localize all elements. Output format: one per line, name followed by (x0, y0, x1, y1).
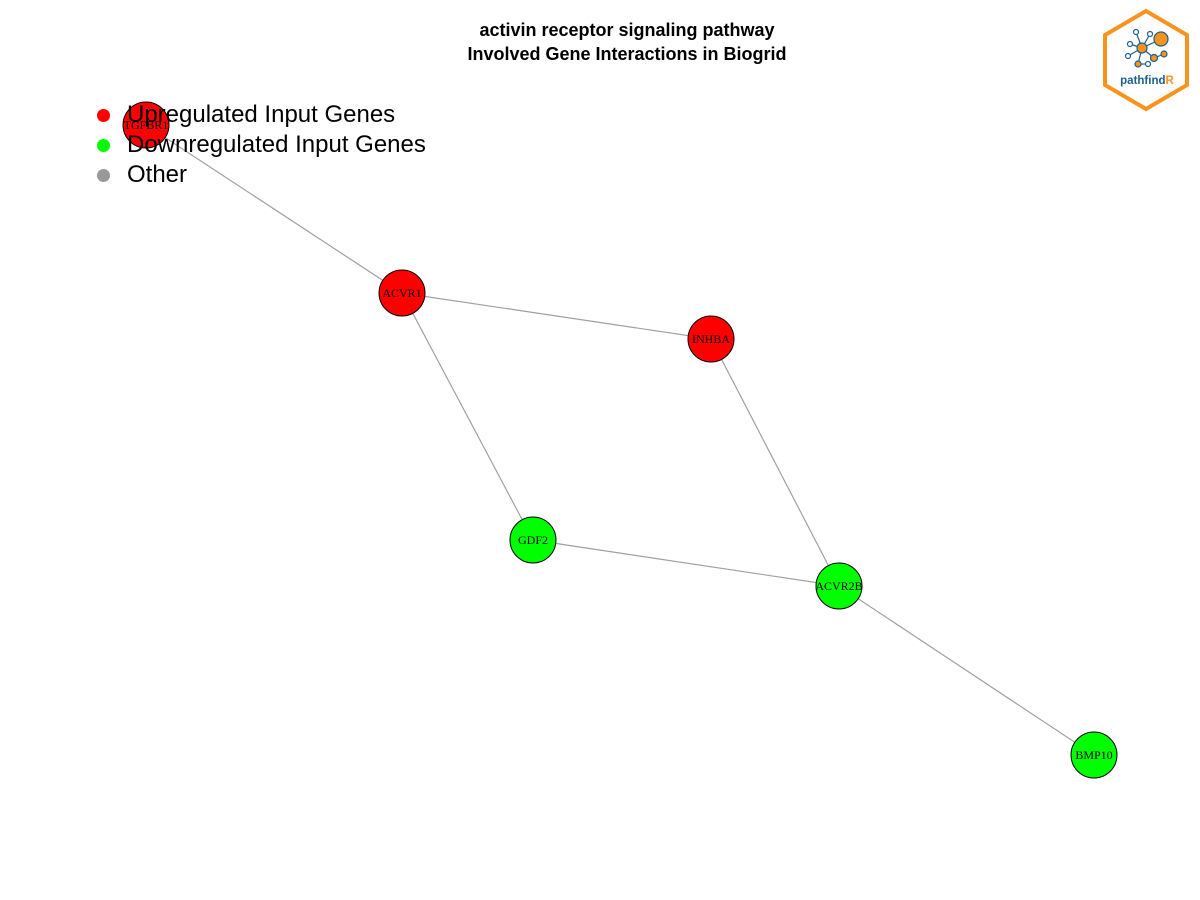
node-acvr1: ACVR1 (378, 269, 426, 317)
node-circle-bmp10 (1070, 731, 1118, 779)
legend-dot-other (97, 168, 110, 182)
legend-label-upregulated: Upregulated Input Genes (127, 101, 396, 128)
edge-gdf2-acvr2b (532, 539, 840, 587)
legend: Upregulated Input Genes Downregulated In… (97, 100, 426, 190)
logo-text: pathfindR (1120, 75, 1174, 87)
edge-acvr1-inhba (401, 292, 712, 340)
node-tgfbr1: TGFBR1 (122, 101, 170, 149)
legend-item-other: Other (97, 160, 426, 190)
node-circle-tgfbr1 (122, 101, 170, 149)
edge-acvr1-gdf2 (401, 292, 534, 541)
node-label-tgfbr1: TGFBR1 (124, 118, 169, 132)
node-circle-acvr2b (815, 562, 863, 610)
legend-dot-downregulated (97, 138, 110, 152)
plot-title: activin receptor signaling pathway Invol… (0, 18, 1200, 66)
node-acvr2b: ACVR2B (815, 562, 863, 610)
logo-hexagon-icon (1103, 8, 1189, 112)
legend-dot-upregulated (97, 108, 110, 122)
legend-item-downregulated: Downregulated Input Genes (97, 130, 426, 160)
node-label-inhba: INHBA (692, 332, 730, 346)
node-label-acvr1: ACVR1 (382, 286, 421, 300)
legend-label-other: Other (127, 161, 188, 188)
title-line-2: Involved Gene Interactions in Biogrid (467, 44, 787, 64)
node-gdf2: GDF2 (509, 516, 557, 564)
title-line-1: activin receptor signaling pathway (479, 20, 775, 40)
pathfindr-logo: pathfindR (1103, 8, 1189, 112)
legend-label-downregulated: Downregulated Input Genes (127, 131, 426, 158)
edge-layer (145, 124, 1095, 756)
node-label-acvr2b: ACVR2B (815, 579, 862, 593)
node-label-gdf2: GDF2 (518, 533, 548, 547)
node-inhba: INHBA (687, 315, 735, 363)
edge-tgfbr1-acvr1 (145, 124, 403, 294)
node-circle-acvr1 (378, 269, 426, 317)
node-label-bmp10: BMP10 (1075, 748, 1112, 762)
network-hexagon-logo-icon (1124, 28, 1169, 68)
edge-inhba-acvr2b (710, 338, 840, 587)
node-bmp10: BMP10 (1070, 731, 1118, 779)
node-circle-inhba (687, 315, 735, 363)
node-layer: TGFBR1 ACVR1 INHBA GDF2 ACVR2B BMP10 (122, 101, 1118, 779)
node-circle-gdf2 (509, 516, 557, 564)
edge-acvr2b-bmp10 (838, 585, 1095, 756)
legend-item-upregulated: Upregulated Input Genes (97, 100, 426, 130)
